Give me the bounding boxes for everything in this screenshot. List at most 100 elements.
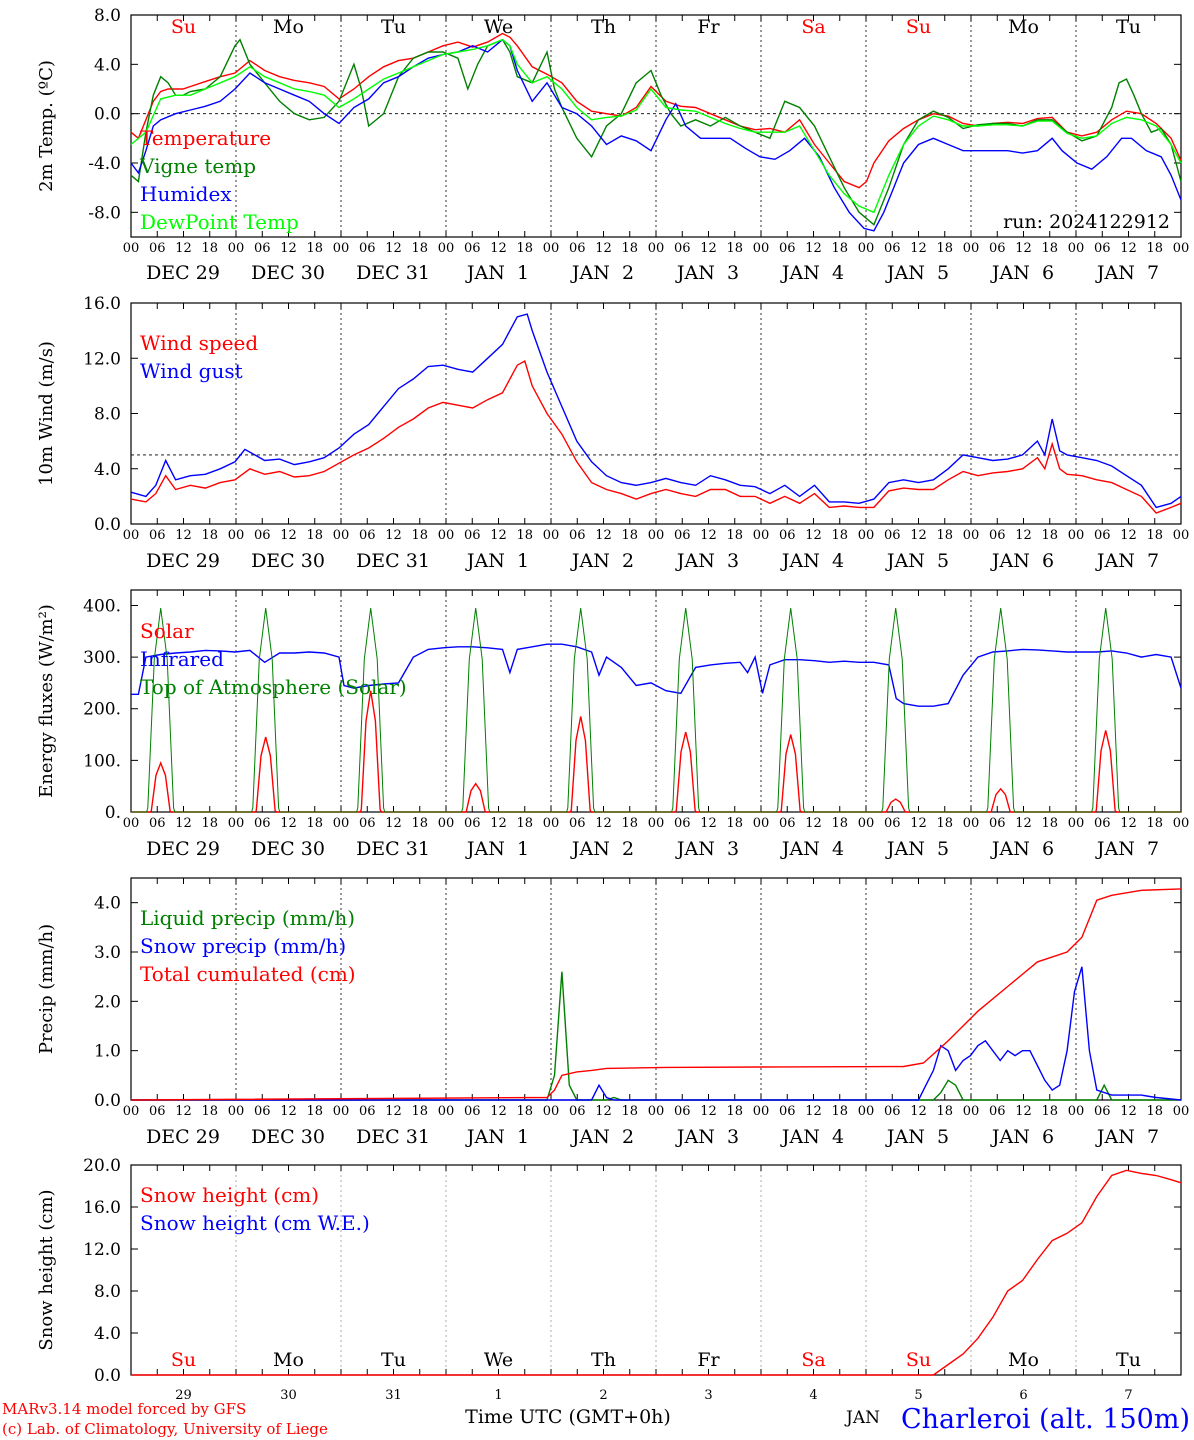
weekday-label: Tu	[381, 16, 406, 38]
series-line-dewpoint-temp	[130, 38, 1182, 214]
weekday-label: Mo	[1008, 1349, 1039, 1371]
legend-entry: DewPoint Temp	[140, 210, 299, 234]
hour-tick-label: 00	[753, 1104, 770, 1119]
date-label: JAN 5	[885, 838, 949, 860]
hour-tick-label: 12	[700, 528, 717, 543]
hour-tick-label: 00	[1068, 1104, 1085, 1119]
hour-tick-label: 00	[1068, 816, 1085, 831]
y-tick-label: 0.0	[94, 1366, 121, 1386]
y-tick-label: 12.0	[83, 349, 121, 369]
date-label: JAN 2	[570, 1126, 634, 1148]
hour-tick-label: 18	[411, 816, 428, 831]
hour-tick-label: 06	[989, 1104, 1006, 1119]
y-tick-label: 0.0	[94, 515, 121, 535]
hour-tick-label: 06	[254, 528, 271, 543]
date-label: JAN 2	[570, 550, 634, 572]
hour-tick-label: 00	[333, 241, 350, 256]
weekday-label: Tu	[381, 1349, 406, 1371]
date-label: JAN 1	[465, 262, 529, 284]
hour-tick-label: 18	[1041, 816, 1058, 831]
hour-tick-label: 18	[411, 528, 428, 543]
date-label: JAN 5	[885, 1126, 949, 1148]
legend-entry: Total cumulated (cm)	[140, 962, 356, 986]
y-tick-label: 4.0	[94, 55, 121, 75]
hour-tick-label: 00	[648, 1104, 665, 1119]
date-label: JAN 5	[885, 262, 949, 284]
date-label: DEC 30	[251, 838, 325, 860]
hour-tick-label: 00	[963, 528, 980, 543]
hour-tick-label: 12	[1120, 1104, 1137, 1119]
hour-tick-label: 00	[963, 241, 980, 256]
hour-tick-label: 18	[1146, 816, 1163, 831]
hour-tick-label: 06	[779, 241, 796, 256]
hour-tick-label: 18	[1146, 528, 1163, 543]
hour-tick-label: 12	[1015, 241, 1032, 256]
hour-tick-label: 18	[1041, 1104, 1058, 1119]
legend-entry: Temperature	[140, 126, 271, 150]
hour-tick-label: 06	[779, 816, 796, 831]
y-tick-label: 4.0	[94, 460, 121, 480]
hour-tick-label: 06	[464, 816, 481, 831]
hour-tick-label: 18	[1041, 528, 1058, 543]
hour-tick-label: 06	[674, 528, 691, 543]
date-label: JAN 1	[465, 1126, 529, 1148]
hour-tick-label: 06	[989, 528, 1006, 543]
hour-tick-label: 12	[385, 816, 402, 831]
date-label: JAN 5	[885, 550, 949, 572]
legend-entry: Vigne temp	[139, 154, 256, 178]
hour-tick-label: 12	[385, 528, 402, 543]
hour-tick-label: 12	[490, 241, 507, 256]
hour-tick-label: 18	[936, 241, 953, 256]
weekday-label: Tu	[1116, 16, 1141, 38]
hour-tick-label: 00	[858, 528, 875, 543]
legend-entry: Wind speed	[140, 331, 258, 355]
weekday-label: Mo	[273, 1349, 304, 1371]
hour-tick-label: 12	[280, 241, 297, 256]
date-label: DEC 30	[251, 1126, 325, 1148]
hour-tick-label: 06	[254, 241, 271, 256]
hour-tick-label: 00	[858, 1104, 875, 1119]
hour-tick-label: 00	[333, 816, 350, 831]
hour-tick-label: 00	[228, 816, 245, 831]
hour-tick-label: 18	[201, 1104, 218, 1119]
hour-tick-label: 12	[910, 816, 927, 831]
legend-entry: Snow height (cm)	[140, 1183, 319, 1207]
hour-tick-label: 18	[621, 241, 638, 256]
hour-tick-label: 18	[516, 1104, 533, 1119]
y-tick-label: 4.0	[94, 894, 121, 914]
series-line-top-of-atmosphere-solar-	[131, 608, 1181, 813]
hour-tick-label: 12	[700, 816, 717, 831]
hour-tick-label: 00	[228, 1104, 245, 1119]
date-label: DEC 29	[146, 1126, 220, 1148]
hour-tick-label: 00	[543, 816, 560, 831]
legend-entry: Infrared	[140, 647, 224, 671]
hour-tick-label: 12	[1120, 528, 1137, 543]
weekday-label: Mo	[1008, 16, 1039, 38]
hour-tick-label: 06	[569, 241, 586, 256]
hour-tick-label: 18	[831, 241, 848, 256]
legend-entry: Humidex	[140, 182, 232, 206]
hour-tick-label: 00	[1173, 241, 1190, 256]
hour-tick-label: 00	[333, 528, 350, 543]
hour-tick-label: 06	[884, 241, 901, 256]
station-label: Charleroi (alt. 150m)	[901, 1404, 1190, 1435]
hour-tick-label: 18	[621, 528, 638, 543]
y-tick-label: 0.0	[94, 105, 121, 125]
hour-tick-label: 12	[805, 816, 822, 831]
date-label: DEC 30	[251, 262, 325, 284]
hour-tick-label: 00	[333, 1104, 350, 1119]
series-line-snow-precip-mm-h-	[131, 966, 1182, 1101]
weekday-label: Su	[171, 1349, 196, 1371]
hour-tick-label: 00	[753, 816, 770, 831]
date-label: JAN 2	[570, 838, 634, 860]
hour-tick-label: 18	[516, 528, 533, 543]
hour-tick-label: 00	[648, 241, 665, 256]
weekday-label: Tu	[1116, 1349, 1141, 1371]
hour-tick-label: 06	[989, 241, 1006, 256]
hour-tick-label: 00	[858, 241, 875, 256]
panel-snow: 20.0 16.0 12.0 8.0 4.0 0.0 Snow height (cm) Sno…	[36, 1156, 1182, 1386]
hour-tick-label: 06	[359, 1104, 376, 1119]
x-axis-label: Time UTC (GMT+0h)	[465, 1406, 671, 1428]
series-line-total-cumulated-cm-	[130, 888, 1182, 1101]
day-number-label: 7	[1124, 1388, 1132, 1403]
